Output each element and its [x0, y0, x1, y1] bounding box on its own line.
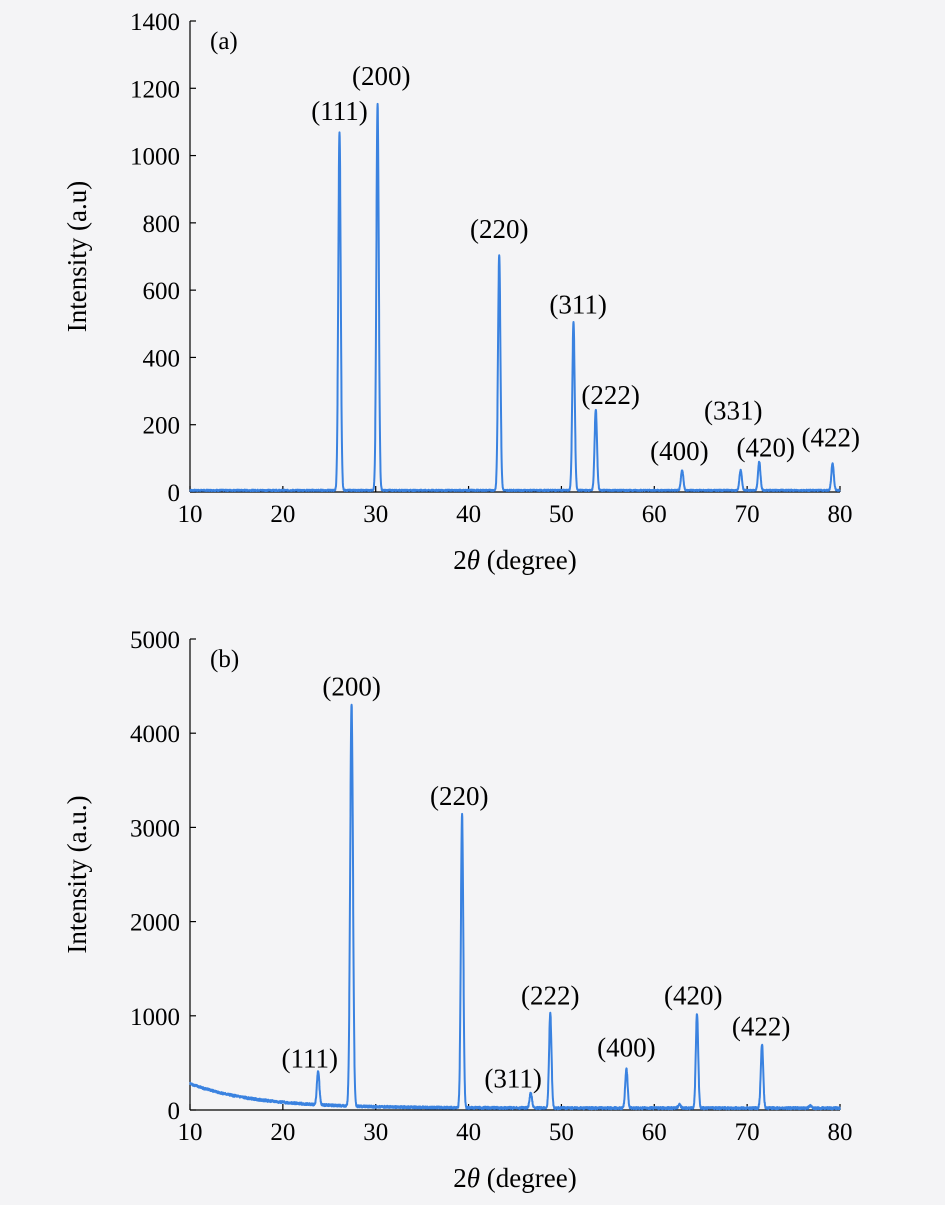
x-tick-label: 20: [270, 501, 295, 528]
x-tick-label: 40: [456, 1119, 481, 1146]
peak-annotation: (331): [704, 396, 762, 426]
y-tick-label: 800: [143, 211, 181, 238]
x-tick-label: 10: [178, 501, 203, 528]
panel-label: (b): [210, 646, 239, 673]
peak-annotation: (220): [430, 781, 488, 811]
x-tick-label: 60: [642, 1119, 667, 1146]
x-tick-label: 60: [642, 501, 667, 528]
y-tick-label: 3000: [130, 815, 180, 842]
peak-annotation: (111): [282, 1044, 338, 1074]
peak-annotation: (220): [470, 214, 528, 244]
peak-annotation: (400): [650, 436, 708, 466]
y-tick-label: 2000: [130, 910, 180, 937]
x-axis-title: 2θ (degree): [453, 1163, 576, 1193]
peak-annotation: (422): [732, 1012, 790, 1042]
x-tick-label: 20: [270, 1119, 295, 1146]
peak-annotation: (422): [801, 423, 859, 453]
x-axis-title: 2θ (degree): [453, 545, 576, 575]
y-axis-title: Intensity (a.u): [62, 181, 92, 332]
peak-annotation: (222): [581, 380, 639, 410]
peak-annotation: (222): [521, 980, 579, 1010]
chart-panel-b: 10 20 30 40 50 60 70 80 0 1000 2000 3000 4000 5000 2θ …: [62, 627, 853, 1193]
x-tick-label: 80: [828, 501, 853, 528]
y-axis-title: Intensity (a.u.): [62, 795, 92, 953]
y-tick-label: 0: [168, 480, 181, 507]
y-tick-label: 1200: [130, 76, 180, 103]
y-tick-label: 1000: [130, 144, 180, 171]
y-tick-label: 400: [143, 345, 181, 372]
x-tick-label: 70: [735, 501, 760, 528]
y-tick-label: 600: [143, 278, 181, 305]
x-tick-label: 30: [363, 501, 388, 528]
x-tick-label: 50: [549, 501, 574, 528]
y-tick-label: 1400: [130, 9, 180, 36]
xrd-pattern-line: [189, 102, 841, 492]
peak-annotation: (420): [736, 433, 794, 463]
x-tick-label: 40: [456, 501, 481, 528]
peak-annotation: (311): [549, 290, 606, 320]
xrd-pattern-line: [189, 703, 841, 1111]
y-tick-label: 5000: [130, 627, 180, 654]
peak-annotation: (311): [484, 1063, 541, 1093]
peak-annotation: (200): [352, 61, 410, 91]
peak-annotation: (400): [597, 1032, 655, 1062]
peak-annotation: (111): [311, 96, 367, 126]
y-tick-label: 0: [168, 1098, 181, 1125]
x-tick-label: 10: [178, 1119, 203, 1146]
chart-panel-a: 10 20 30 40 50 60 70 80020040060080010001200140…: [62, 9, 860, 575]
x-tick-label: 50: [549, 1119, 574, 1146]
x-tick-label: 70: [735, 1119, 760, 1146]
x-tick-label: 30: [363, 1119, 388, 1146]
peak-annotation: (420): [664, 980, 722, 1010]
y-tick-label: 1000: [130, 1004, 180, 1031]
panel-label: (a): [210, 28, 238, 55]
y-tick-label: 200: [143, 413, 181, 440]
x-tick-label: 80: [828, 1119, 853, 1146]
y-tick-label: 4000: [130, 721, 180, 748]
peak-annotation: (200): [322, 672, 380, 702]
